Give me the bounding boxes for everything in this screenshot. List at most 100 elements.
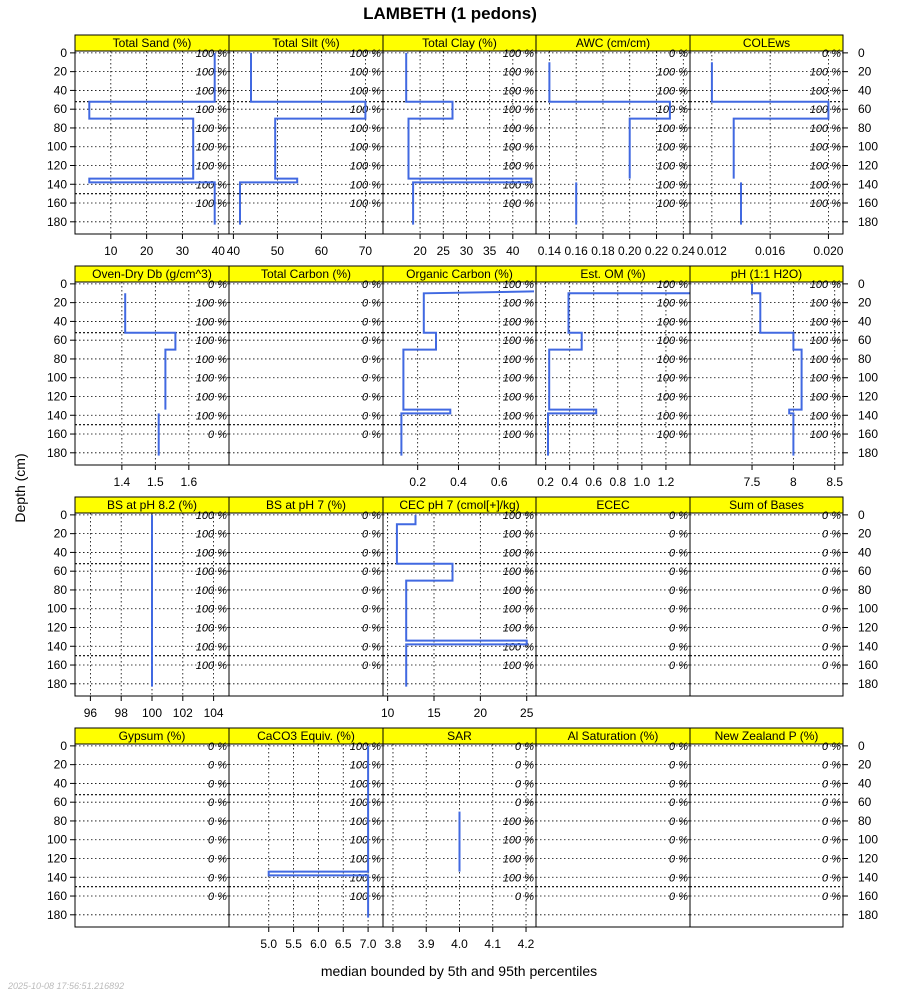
percent-label: 100 % [810, 373, 841, 385]
percent-label: 100 % [503, 660, 534, 672]
percent-label: 100 % [503, 410, 534, 422]
panel-title: CEC pH 7 (cmol[+]/kg) [399, 498, 519, 512]
percent-label: 0 % [362, 604, 381, 616]
x-axis-label: median bounded by 5th and 95th percentil… [320, 963, 598, 979]
percent-label: 0 % [515, 778, 534, 790]
percent-label: 0 % [822, 585, 841, 597]
y-tick-label: 120 [858, 389, 878, 403]
percent-label: 100 % [657, 198, 688, 210]
percent-label: 0 % [822, 529, 841, 541]
x-tick-label: 0.2 [537, 475, 554, 489]
percent-label: 100 % [196, 510, 227, 522]
panel: Sum of Bases 0 % 0 % 0 % 0 % 0 % 0 % 0 % 0 % 0 % [689, 496, 844, 697]
y-tick-label: 80 [858, 352, 872, 366]
x-tick-label: 1.6 [180, 475, 197, 489]
percent-label: 0 % [362, 279, 381, 291]
panel: Oven-Dry Db (g/cm^3)0 %100 %100 %100 %10… [74, 265, 230, 489]
percent-label: 100 % [810, 410, 841, 422]
y-tick-label: 20 [54, 65, 68, 79]
y-tick-label: 40 [54, 314, 68, 328]
panel-border [228, 512, 384, 697]
percent-label: 0 % [822, 835, 841, 847]
percent-label: 100 % [503, 835, 534, 847]
x-tick-label: 98 [115, 706, 129, 720]
percent-label: 0 % [362, 529, 381, 541]
percent-label: 0 % [208, 429, 227, 441]
panel: CEC pH 7 (cmol[+]/kg)100 %100 %100 %100 … [381, 496, 537, 720]
y-tick-label: 40 [858, 314, 872, 328]
percent-label: 100 % [503, 85, 534, 97]
x-tick-label: 0.4 [450, 475, 467, 489]
x-tick-label: 1.0 [634, 475, 651, 489]
y-tick-label: 160 [858, 658, 878, 672]
percent-label: 100 % [657, 316, 688, 328]
x-tick-label: 0.6 [491, 475, 508, 489]
y-tick-label: 140 [47, 870, 67, 884]
y-tick-label: 20 [858, 65, 872, 79]
percent-label: 100 % [657, 123, 688, 135]
panel-border [535, 512, 691, 697]
panel: SAR 0 % 0 % 0 % 0 % 100 % 100 % 100 % 100 % 0 % 3.… [382, 727, 537, 951]
percent-label: 100 % [657, 279, 688, 291]
percent-label: 100 % [196, 123, 227, 135]
y-tick-label: 160 [858, 889, 878, 903]
percent-label: 100 % [503, 279, 534, 291]
panel-border [74, 743, 230, 928]
x-tick-label: 0.20 [618, 244, 642, 258]
percent-label: 100 % [196, 604, 227, 616]
percent-label: 0 % [669, 641, 688, 653]
percent-label: 0 % [822, 566, 841, 578]
percent-label: 0 % [362, 510, 381, 522]
x-tick-label: 104 [204, 706, 224, 720]
y-tick-label: 180 [858, 215, 878, 229]
percent-label: 100 % [350, 891, 381, 903]
percent-label: 0 % [362, 410, 381, 422]
percent-label: 100 % [350, 67, 381, 79]
percent-label: 100 % [350, 142, 381, 154]
percent-label: 0 % [822, 547, 841, 559]
x-tick-label: 0.14 [538, 244, 562, 258]
percent-label: 0 % [515, 741, 534, 753]
percent-label: 0 % [822, 510, 841, 522]
percent-label: 0 % [208, 853, 227, 865]
percent-label: 100 % [196, 410, 227, 422]
percent-label: 0 % [669, 604, 688, 616]
percent-label: 100 % [196, 547, 227, 559]
percent-label: 0 % [669, 566, 688, 578]
percent-label: 0 % [362, 622, 381, 634]
y-tick-label: 140 [858, 177, 878, 191]
x-tick-label: 7.5 [744, 475, 761, 489]
percent-label: 100 % [350, 816, 381, 828]
percent-label: 0 % [208, 816, 227, 828]
percent-label: 0 % [669, 778, 688, 790]
profile-line [710, 62, 830, 179]
x-tick-label: 4.0 [451, 937, 468, 951]
y-tick-label: 40 [54, 545, 68, 559]
panel-title: SAR [447, 729, 472, 743]
x-tick-label: 40 [212, 244, 226, 258]
x-tick-label: 0.8 [609, 475, 626, 489]
x-tick-label: 7.0 [360, 937, 377, 951]
percent-label: 0 % [208, 279, 227, 291]
y-tick-label: 140 [47, 408, 67, 422]
percent-label: 0 % [362, 660, 381, 672]
percent-label: 100 % [657, 410, 688, 422]
percent-label: 100 % [503, 622, 534, 634]
percent-label: 0 % [208, 835, 227, 847]
percent-label: 100 % [503, 67, 534, 79]
x-tick-label: 5.5 [285, 937, 302, 951]
x-tick-label: 10 [104, 244, 118, 258]
percent-label: 100 % [196, 373, 227, 385]
y-tick-label: 20 [54, 296, 68, 310]
y-tick-label: 140 [858, 639, 878, 653]
y-tick-label: 40 [54, 776, 68, 790]
panel-title: Total Clay (%) [422, 36, 497, 50]
x-tick-label: 102 [173, 706, 193, 720]
panel-title: ECEC [596, 498, 630, 512]
y-tick-label: 180 [47, 446, 67, 460]
percent-label: 0 % [362, 641, 381, 653]
percent-label: 100 % [503, 853, 534, 865]
percent-label: 0 % [822, 622, 841, 634]
profile-line [267, 745, 370, 918]
panel-border [689, 512, 844, 697]
